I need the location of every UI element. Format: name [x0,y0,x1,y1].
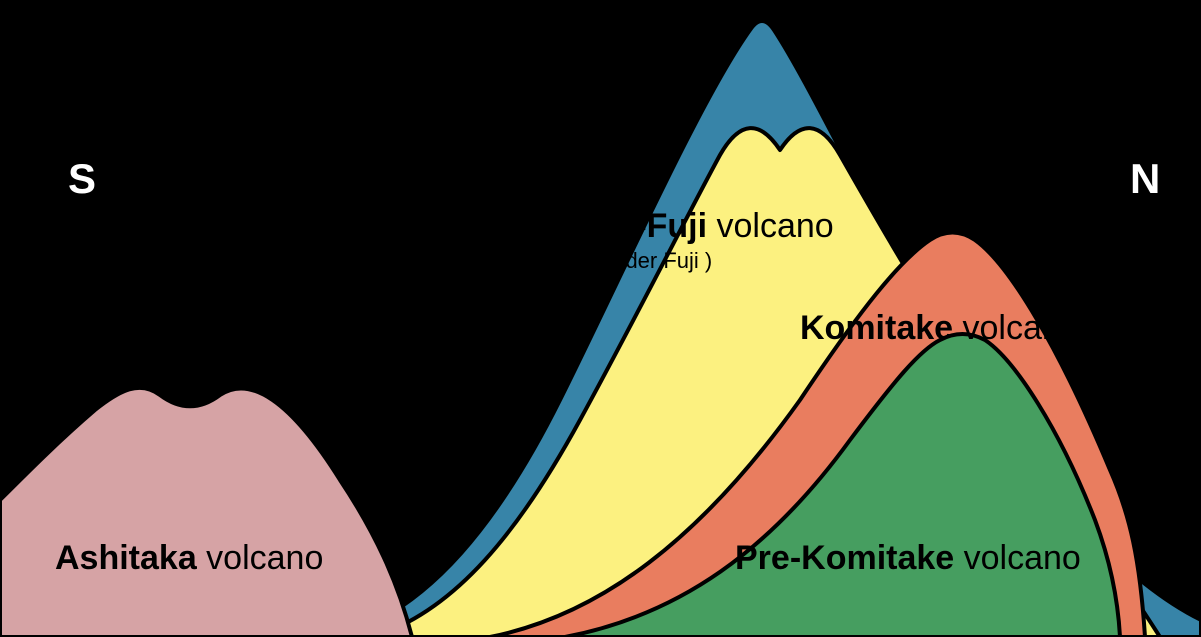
pre-komitake-label-light: volcano [954,539,1081,577]
ashitaka-label: Ashitaka volcano [55,540,323,577]
pre-komitake-label: Pre-Komitake volcano [735,540,1081,577]
komitake-label: Komitake volcano [800,310,1080,347]
diagram-stage: S N Ashitaka volcano Ko-Fuji volcano ( O… [0,0,1201,637]
ashitaka-label-bold: Ashitaka [55,539,197,577]
ashitaka-layer [0,388,412,637]
ko-fuji-sublabel: ( Older Fuji ) [590,249,834,273]
komitake-label-light: volcano [953,309,1080,347]
ko-fuji-label-light: volcano [707,207,834,245]
ko-fuji-label: Ko-Fuji volcano ( Older Fuji ) [590,208,834,274]
pre-komitake-label-bold: Pre-Komitake [735,539,954,577]
compass-south: S [68,155,96,203]
ko-fuji-label-bold: Ko-Fuji [590,207,707,245]
compass-north: N [1130,155,1160,203]
ashitaka-label-light: volcano [197,539,324,577]
komitake-label-bold: Komitake [800,309,953,347]
